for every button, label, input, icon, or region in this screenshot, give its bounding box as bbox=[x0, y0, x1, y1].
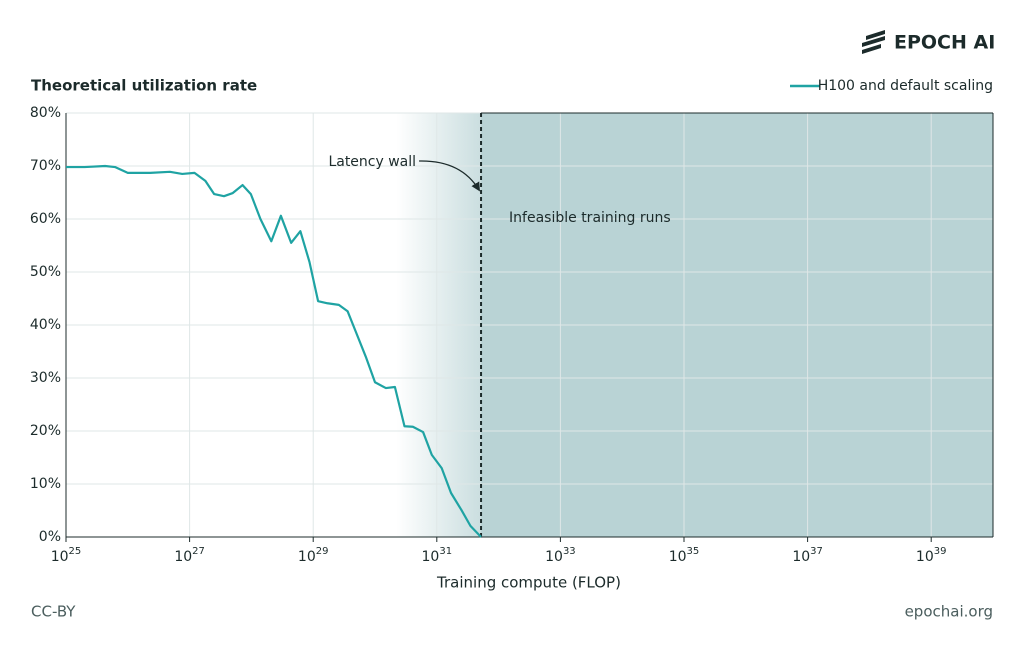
y-tick-label: 0% bbox=[39, 529, 61, 545]
y-tick-label: 70% bbox=[30, 158, 61, 174]
y-tick-label: 40% bbox=[30, 317, 61, 333]
x-tick-base: 10 bbox=[51, 549, 69, 565]
x-tick-base: 10 bbox=[174, 549, 192, 565]
x-tick-base: 10 bbox=[792, 549, 810, 565]
x-tick-label: 1025 bbox=[51, 546, 82, 565]
x-tick-exponent: 29 bbox=[316, 546, 329, 557]
x-tick-label: 1027 bbox=[174, 546, 205, 565]
x-tick-label: 1037 bbox=[792, 546, 823, 565]
x-tick-base: 10 bbox=[669, 549, 687, 565]
region-label: Infeasible training runs bbox=[509, 210, 671, 226]
x-tick-label: 1039 bbox=[916, 546, 947, 565]
legend-label: H100 and default scaling bbox=[818, 78, 993, 94]
x-tick-base: 10 bbox=[545, 549, 563, 565]
y-tick-label: 60% bbox=[30, 211, 61, 227]
x-tick-exponent: 35 bbox=[687, 546, 700, 557]
x-tick-exponent: 25 bbox=[69, 546, 82, 557]
x-axis-title: Training compute (FLOP) bbox=[436, 574, 621, 592]
wall-arrow bbox=[419, 160, 480, 192]
footer-right: epochai.org bbox=[905, 603, 993, 621]
x-tick-label: 1035 bbox=[669, 546, 700, 565]
wall-label: Latency wall bbox=[328, 154, 416, 170]
x-tick-exponent: 37 bbox=[810, 546, 823, 557]
x-tick-exponent: 27 bbox=[192, 546, 205, 557]
x-tick-exponent: 33 bbox=[563, 546, 576, 557]
logo: EPOCH AI bbox=[894, 32, 995, 54]
y-tick-label: 80% bbox=[30, 105, 61, 121]
x-tick-label: 1033 bbox=[545, 546, 576, 565]
x-tick-exponent: 39 bbox=[934, 546, 947, 557]
y-tick-label: 10% bbox=[30, 476, 61, 492]
x-tick-base: 10 bbox=[422, 549, 440, 565]
x-tick-label: 1031 bbox=[422, 546, 453, 565]
x-tick-base: 10 bbox=[298, 549, 316, 565]
y-tick-label: 30% bbox=[30, 370, 61, 386]
y-tick-label: 50% bbox=[30, 264, 61, 280]
series-line bbox=[66, 164, 482, 538]
y-axis-title: Theoretical utilization rate bbox=[31, 77, 257, 95]
x-tick-label: 1029 bbox=[298, 546, 329, 565]
logo-icon bbox=[862, 30, 885, 54]
x-tick-exponent: 31 bbox=[439, 546, 452, 557]
x-tick-base: 10 bbox=[916, 549, 934, 565]
y-tick-label: 20% bbox=[30, 423, 61, 439]
footer-left: CC-BY bbox=[31, 603, 76, 621]
